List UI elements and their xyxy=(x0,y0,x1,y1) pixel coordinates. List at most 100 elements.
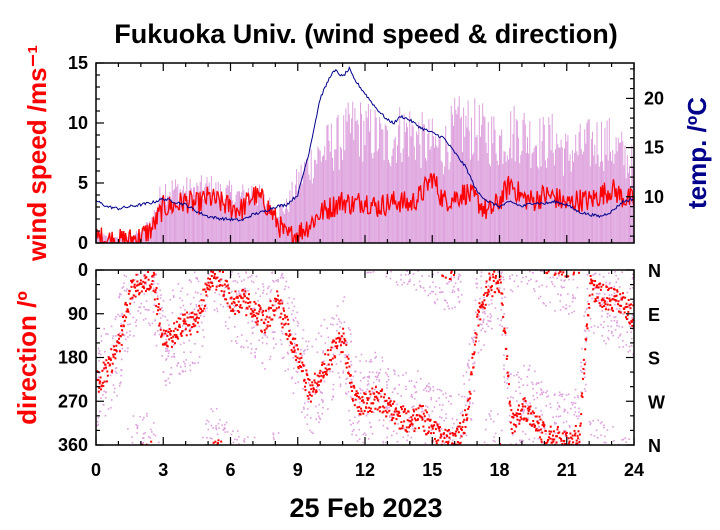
direction-spread-point xyxy=(528,438,530,441)
direction-spread-point xyxy=(440,390,443,392)
mean-direction-point xyxy=(197,309,200,312)
direction-spread-point xyxy=(611,330,613,333)
direction-spread-point xyxy=(240,280,243,282)
mean-direction-point xyxy=(624,296,627,299)
direction-spread-point xyxy=(203,315,205,318)
direction-spread-point xyxy=(262,289,265,292)
mean-direction-point xyxy=(211,282,214,285)
direction-spread-point xyxy=(528,364,531,367)
direction-spread-point xyxy=(558,405,560,408)
mean-direction-point xyxy=(475,333,478,336)
direction-spread-point xyxy=(120,323,123,325)
direction-spread-point xyxy=(545,433,547,435)
direction-spread-point xyxy=(418,280,421,283)
direction-spread-point xyxy=(169,298,172,301)
direction-spread-point xyxy=(503,288,506,290)
direction-spread-point xyxy=(188,328,191,331)
direction-spread-point xyxy=(481,327,484,330)
direction-spread-point xyxy=(122,286,125,288)
mean-direction-point xyxy=(99,376,102,379)
direction-spread-point xyxy=(471,338,474,340)
mean-direction-point xyxy=(323,371,326,373)
mean-direction-point xyxy=(444,276,447,279)
direction-spread-point xyxy=(98,410,101,413)
direction-spread-point xyxy=(370,425,372,428)
direction-spread-point xyxy=(243,439,245,442)
mean-direction-point xyxy=(509,404,512,407)
mean-direction-point xyxy=(279,316,282,319)
mean-direction-point xyxy=(316,382,319,385)
direction-spread-point xyxy=(97,376,100,378)
direction-spread-point xyxy=(523,400,525,403)
direction-spread-point xyxy=(447,305,449,307)
direction-spread-point xyxy=(600,323,602,326)
mean-direction-point xyxy=(626,314,629,317)
direction-spread-point xyxy=(340,360,342,363)
mean-direction-point xyxy=(300,366,302,368)
mean-direction-point xyxy=(158,322,161,325)
direction-spread-point xyxy=(374,375,377,378)
mean-direction-point xyxy=(524,400,527,402)
mean-direction-point xyxy=(592,288,595,291)
mean-direction-point xyxy=(522,418,525,421)
mean-direction-point xyxy=(117,341,120,344)
direction-spread-point xyxy=(304,416,306,419)
direction-spread-point xyxy=(600,315,603,318)
mean-direction-point xyxy=(232,300,235,303)
mean-direction-point xyxy=(153,273,156,276)
direction-spread-point xyxy=(497,317,499,320)
direction-spread-point xyxy=(433,406,436,408)
mean-direction-point xyxy=(265,327,268,330)
mean-direction-point xyxy=(225,298,228,301)
direction-spread-point xyxy=(367,438,370,440)
direction-spread-point xyxy=(412,273,415,275)
mean-direction-point xyxy=(560,273,563,276)
mean-direction-point xyxy=(621,298,623,301)
mean-direction-point xyxy=(595,284,598,287)
mean-direction-point xyxy=(448,436,451,439)
direction-spread-point xyxy=(215,428,218,431)
direction-spread-point xyxy=(608,272,610,274)
direction-spread-point xyxy=(327,336,330,339)
mean-direction-point xyxy=(323,363,326,365)
direction-spread-point xyxy=(591,297,593,300)
direction-spread-point xyxy=(406,270,408,272)
mean-direction-point xyxy=(375,390,378,393)
direction-spread-point xyxy=(274,331,276,333)
mean-direction-point xyxy=(560,439,563,442)
direction-spread-point xyxy=(571,403,574,406)
direction-spread-point xyxy=(472,341,475,343)
direction-spread-point xyxy=(465,371,468,374)
direction-spread-point xyxy=(202,436,204,439)
mean-direction-point xyxy=(119,335,122,338)
direction-spread-point xyxy=(368,371,371,373)
direction-spread-point xyxy=(158,333,161,336)
direction-spread-point xyxy=(415,381,418,384)
mean-direction-point xyxy=(159,328,162,331)
mean-direction-point xyxy=(383,393,386,396)
mean-direction-point xyxy=(452,443,454,445)
direction-spread-point xyxy=(478,315,480,317)
direction-spread-point xyxy=(288,297,291,299)
direction-spread-point xyxy=(438,397,440,399)
mean-direction-point xyxy=(310,388,313,391)
direction-spread-point xyxy=(435,400,438,402)
direction-spread-point xyxy=(410,394,413,396)
direction-spread-point xyxy=(374,357,376,359)
mean-direction-point xyxy=(440,435,443,438)
direction-spread-point xyxy=(561,286,564,289)
direction-spread-point xyxy=(605,281,607,284)
direction-spread-point xyxy=(458,273,460,276)
mean-direction-point xyxy=(117,333,120,336)
direction-spread-point xyxy=(540,389,543,392)
mean-direction-point xyxy=(238,294,241,297)
direction-spread-point xyxy=(553,285,556,288)
direction-spread-point xyxy=(223,428,225,431)
direction-spread-point xyxy=(154,319,156,321)
direction-spread-point xyxy=(257,288,260,290)
direction-spread-point xyxy=(492,420,495,423)
direction-spread-point xyxy=(143,283,146,285)
mean-direction-point xyxy=(134,295,137,298)
mean-direction-point xyxy=(175,334,178,337)
direction-spread-point xyxy=(483,344,485,346)
